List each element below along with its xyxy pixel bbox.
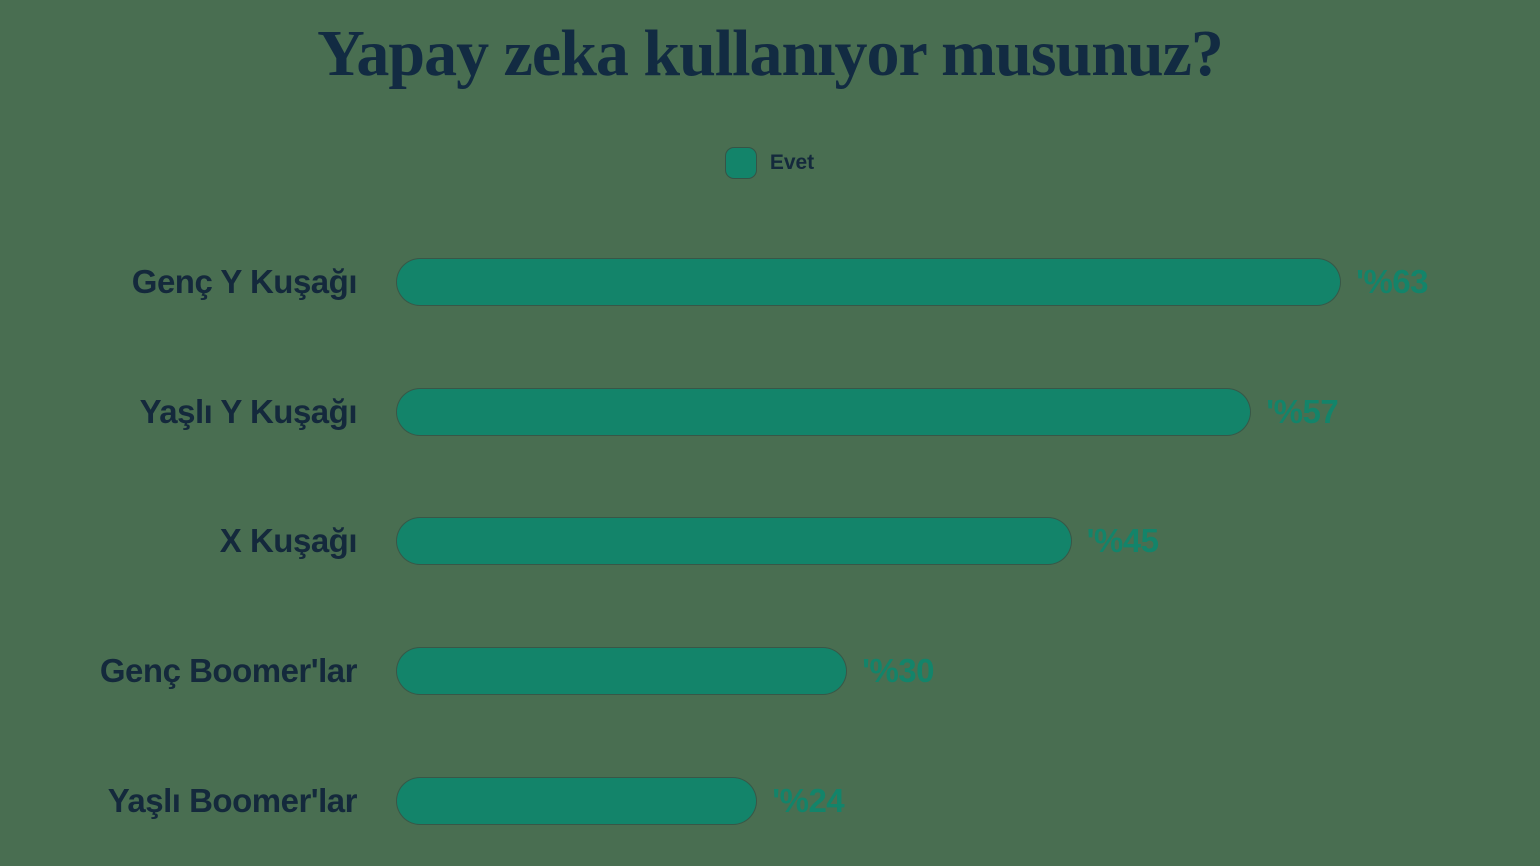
plot-area: Genç Y Kuşağı '%63 Yaşlı Y Kuşağı '%57 X Kuş… — [0, 217, 1540, 866]
category-label: Yaşlı Boomer'lar — [107, 782, 358, 820]
bar-evet[interactable] — [397, 258, 1341, 305]
category-label: Genç Y Kuşağı — [131, 262, 358, 300]
bar-evet[interactable] — [397, 388, 1251, 435]
bar-track: '%57 — [397, 388, 1540, 435]
legend[interactable]: Evet — [0, 148, 1540, 178]
bar-track: '%30 — [397, 648, 1540, 695]
chart-title: Yapay zeka kullanıyor musunuz? — [317, 17, 1224, 90]
legend-marker-evet[interactable] — [725, 148, 756, 178]
bar-track: '%24 — [397, 778, 1540, 825]
category-label: X Kuşağı — [219, 522, 358, 560]
bar-row: Yaşlı Y Kuşağı '%57 — [0, 347, 1540, 477]
category-label: Yaşlı Y Kuşağı — [139, 392, 358, 430]
value-label: '%24 — [772, 782, 845, 820]
bar-track: '%45 — [397, 518, 1540, 565]
value-label: '%45 — [1086, 522, 1159, 560]
bar-row: Genç Boomer'lar '%30 — [0, 606, 1540, 736]
category-label: Genç Boomer'lar — [99, 652, 358, 690]
bar-track: '%63 — [397, 258, 1540, 305]
value-label: '%30 — [862, 652, 934, 690]
bar-row: Genç Y Kuşağı '%63 — [0, 217, 1540, 347]
bar-evet[interactable] — [397, 518, 1071, 565]
value-label: '%57 — [1266, 392, 1339, 430]
bar-evet[interactable] — [397, 648, 847, 695]
legend-label-evet: Evet — [769, 151, 815, 174]
bar-row: X Kuşağı '%45 — [0, 477, 1540, 607]
bar-evet[interactable] — [397, 778, 757, 825]
value-label: '%63 — [1356, 262, 1429, 300]
bar-row: Yaşlı Boomer'lar '%24 — [0, 736, 1540, 866]
